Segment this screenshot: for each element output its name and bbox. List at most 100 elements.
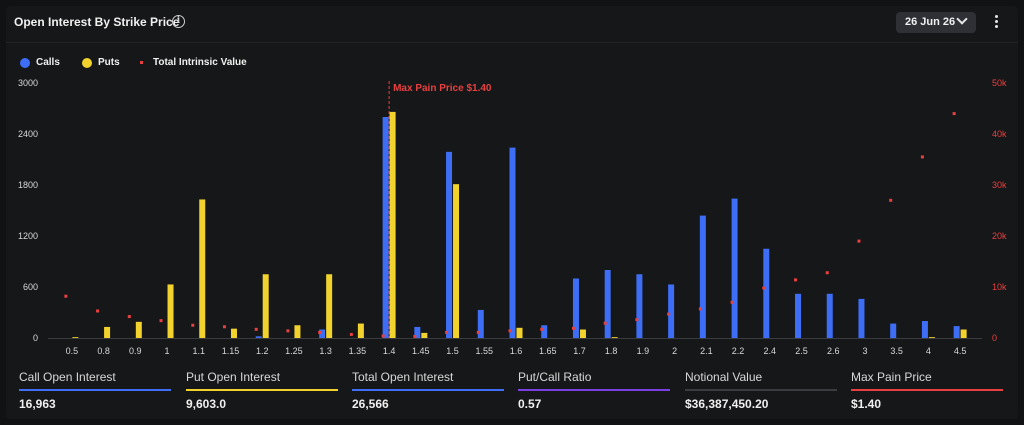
stat-value: 0.57: [518, 397, 542, 411]
x-tick-label: 1.5: [446, 346, 459, 356]
x-tick-label: 2.1: [700, 346, 713, 356]
y2-tick-label: 30k: [992, 180, 1007, 190]
put-bar: [326, 274, 333, 338]
info-icon[interactable]: i: [172, 15, 185, 28]
intrinsic-value-point: [920, 155, 924, 159]
stat-value: 16,963: [19, 397, 56, 411]
intrinsic-value-point: [635, 318, 639, 322]
intrinsic-value-point: [857, 239, 861, 243]
summary-stats: Call Open Interest 16,963 Put Open Inter…: [6, 364, 1018, 419]
call-bar: [509, 147, 516, 338]
expiry-date-select[interactable]: 26 Jun 26: [896, 12, 976, 33]
x-tick-label: 3: [862, 346, 867, 356]
x-tick-label: 2: [672, 346, 677, 356]
x-tick-label: 1.3: [319, 346, 332, 356]
put-bar: [389, 111, 396, 339]
x-tick-label: 1.25: [285, 346, 303, 356]
x-tick-label: 1.8: [605, 346, 618, 356]
stat-value: $1.40: [851, 397, 882, 411]
intrinsic-value-point: [667, 312, 671, 316]
x-tick-label: 1.55: [476, 346, 494, 356]
y-tick-label: 1200: [18, 231, 38, 241]
x-tick-label: 0.8: [97, 346, 110, 356]
stat-underline: [685, 389, 837, 391]
x-tick-label: 2.4: [764, 346, 777, 356]
x-tick-label: 1.15: [222, 346, 240, 356]
put-bar: [421, 332, 428, 338]
x-tick-label: 3.5: [890, 346, 903, 356]
stat-max-pain-price: Max Pain Price $1.40: [851, 364, 1003, 419]
open-interest-chart: 0 600 1200 1800 2400 3000 0 10k 20k 30k 40k 50k Max …: [18, 78, 1007, 356]
x-tick-label: 1.6: [510, 346, 523, 356]
stat-underline: [352, 389, 504, 391]
x-tick-label: 4.5: [954, 346, 967, 356]
intrinsic-value-point: [762, 286, 766, 290]
y-tick-label: 2400: [18, 129, 38, 139]
legend-puts-label: Puts: [98, 57, 120, 68]
intrinsic-value-point: [318, 330, 322, 334]
x-tick-label: 1.35: [349, 346, 367, 356]
stat-value: 26,566: [352, 397, 389, 411]
intrinsic-value-point: [794, 278, 798, 282]
stat-label: Put Open Interest: [186, 370, 281, 384]
intrinsic-value-point: [191, 323, 195, 327]
open-interest-panel: Open Interest By Strike Price i 26 Jun 2…: [6, 6, 1018, 419]
call-bar: [477, 309, 484, 338]
intrinsic-value-point: [127, 315, 131, 319]
put-bar: [516, 327, 523, 338]
x-tick-label: 0.9: [129, 346, 142, 356]
intrinsic-value-point: [571, 326, 575, 330]
intrinsic-value-point: [952, 112, 956, 116]
y-tick-label: 600: [23, 282, 38, 292]
put-bar: [579, 329, 586, 338]
put-bar: [135, 321, 142, 338]
call-bar: [795, 293, 802, 338]
intrinsic-value-point: [413, 334, 417, 338]
legend-calls-label: Calls: [36, 57, 60, 68]
call-bar: [541, 325, 548, 338]
intrinsic-value-point: [286, 329, 290, 333]
put-bar: [230, 328, 237, 338]
x-tick-label: 1.2: [256, 346, 269, 356]
intrinsic-value-point: [349, 332, 353, 336]
y2-tick-label: 50k: [992, 78, 1007, 88]
more-vertical-icon[interactable]: [990, 15, 1002, 33]
x-tick-label: 1.9: [637, 346, 650, 356]
y2-tick-label: 10k: [992, 282, 1007, 292]
stat-underline: [19, 389, 171, 391]
y-tick-label: 0: [33, 333, 38, 343]
call-bar: [699, 215, 706, 338]
stat-call-open-interest: Call Open Interest 16,963: [19, 364, 171, 419]
x-tick-label: 2.5: [795, 346, 808, 356]
put-bar: [294, 325, 301, 338]
intrinsic-value-point: [222, 325, 226, 329]
x-tick-label: 4: [926, 346, 931, 356]
intrinsic-value-point: [698, 307, 702, 311]
stat-underline: [851, 389, 1003, 391]
x-tick-label: 0.5: [66, 346, 79, 356]
x-tick-label: 1.7: [573, 346, 586, 356]
put-bar: [960, 329, 967, 338]
stat-label: Call Open Interest: [19, 370, 116, 384]
put-bar: [611, 337, 618, 338]
put-bar: [262, 274, 269, 338]
y2-tick-label: 20k: [992, 231, 1007, 241]
stat-label: Total Open Interest: [352, 370, 454, 384]
call-bar: [858, 298, 865, 338]
call-bar: [890, 323, 897, 338]
call-bar: [826, 293, 833, 338]
intrinsic-value-point: [381, 334, 385, 338]
stat-underline: [186, 389, 338, 391]
x-tick-label: 1: [165, 346, 170, 356]
expiry-date-label: 26 Jun 26: [905, 16, 956, 28]
call-bar: [446, 151, 453, 338]
stat-put-call-ratio: Put/Call Ratio 0.57: [518, 364, 670, 419]
intrinsic-value-point: [64, 294, 68, 298]
put-bar: [357, 323, 364, 338]
intrinsic-value-point: [96, 309, 100, 313]
y2-tick-label: 0: [992, 333, 997, 343]
stat-underline: [518, 389, 670, 391]
x-tick-label: 2.2: [732, 346, 745, 356]
y-tick-label: 1800: [18, 180, 38, 190]
put-bar: [453, 184, 460, 338]
